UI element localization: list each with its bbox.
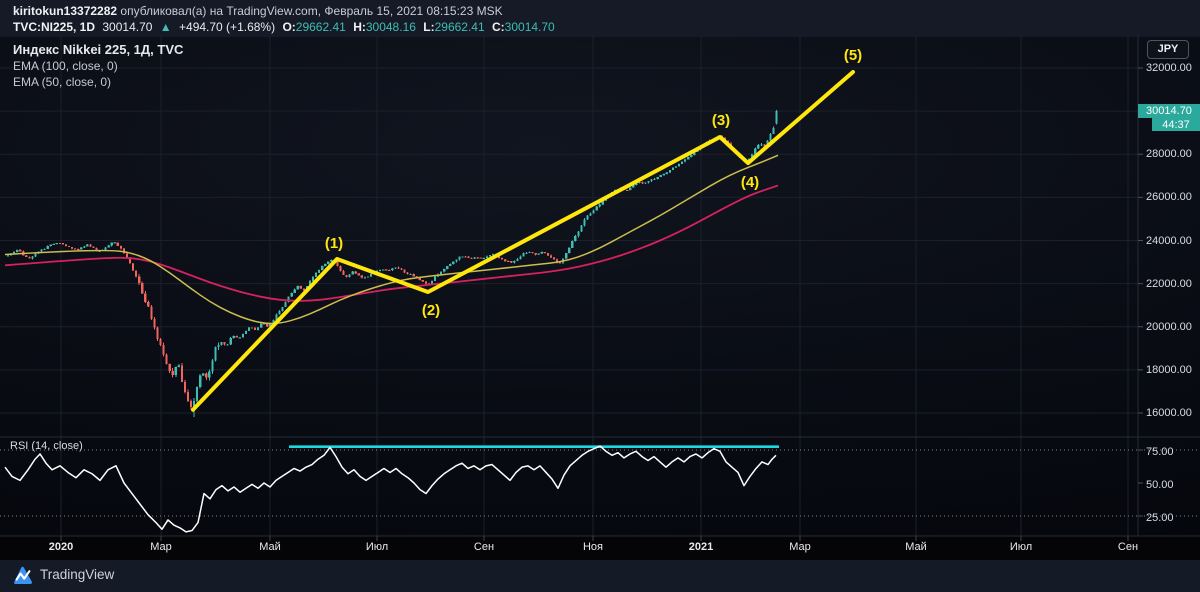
symbol-ohlc-line: TVC:NI225, 1D 30014.70 ▲ +494.70 (+1.68%… bbox=[13, 20, 559, 34]
legend-ema50[interactable]: EMA (50, close, 0) bbox=[13, 75, 112, 89]
price-axis-label: 26000.00 bbox=[1146, 191, 1192, 204]
publish-text: опубликовал(а) на TradingView.com, Февра… bbox=[117, 4, 503, 18]
high-value: 30048.16 bbox=[365, 20, 416, 34]
time-axis-label: Май bbox=[905, 541, 927, 553]
rsi-axis-label: 50.00 bbox=[1146, 479, 1174, 491]
price-axis-label: 18000.00 bbox=[1146, 363, 1192, 376]
time-axis-label: Сен bbox=[1117, 541, 1139, 553]
currency-toggle-button[interactable]: JPY bbox=[1147, 40, 1189, 59]
price-axis-label: 32000.00 bbox=[1146, 62, 1192, 74]
time-axis[interactable] bbox=[0, 536, 1200, 560]
tradingview-logo-icon[interactable] bbox=[11, 564, 35, 588]
time-axis-label: 2021 bbox=[688, 541, 714, 553]
time-axis-label: 2020 bbox=[48, 541, 74, 553]
rsi-axis-label: 75.00 bbox=[1146, 446, 1174, 458]
time-axis-label: Ноя bbox=[582, 541, 604, 553]
last-price-tag: 30014.70 bbox=[1138, 103, 1200, 118]
tradingview-brand[interactable]: TradingView bbox=[40, 567, 115, 582]
publish-line: kiritokun13372282 опубликовал(а) на Trad… bbox=[13, 4, 503, 18]
up-arrow-icon: ▲ bbox=[159, 20, 172, 34]
close-value: 30014.70 bbox=[504, 20, 555, 34]
time-axis-label: Май bbox=[259, 541, 281, 553]
rsi-pane[interactable] bbox=[0, 437, 1138, 536]
publish-header: kiritokun13372282 опубликовал(а) на Trad… bbox=[0, 0, 1200, 36]
symbol-label: TVC:NI225, 1D bbox=[13, 20, 96, 34]
close-label: C: bbox=[492, 20, 505, 34]
price-axis-label: 22000.00 bbox=[1146, 277, 1192, 290]
rsi-axis-label: 25.00 bbox=[1146, 512, 1174, 524]
author-link[interactable]: kiritokun13372282 bbox=[13, 4, 118, 18]
price-change: +494.70 (+1.68%) bbox=[179, 20, 276, 34]
time-axis-label: Мар bbox=[789, 541, 811, 553]
time-axis-label: Июл bbox=[1009, 541, 1033, 553]
low-label: L: bbox=[423, 20, 435, 34]
high-label: H: bbox=[353, 20, 366, 34]
footer-bar: TradingView bbox=[0, 560, 1200, 592]
time-axis-label: Мар bbox=[150, 541, 172, 553]
chart-legend: Индекс Nikkei 225, 1Д, TVC EMA (100, clo… bbox=[13, 41, 183, 90]
legend-symbol-title[interactable]: Индекс Nikkei 225, 1Д, TVC bbox=[13, 42, 184, 57]
bar-countdown-tag: 44:37 bbox=[1152, 118, 1200, 132]
open-label: O: bbox=[282, 20, 296, 34]
legend-ema100[interactable]: EMA (100, close, 0) bbox=[13, 59, 118, 73]
price-axis-label: 24000.00 bbox=[1146, 234, 1192, 247]
time-axis-label: Июл bbox=[365, 541, 389, 553]
low-value: 29662.41 bbox=[434, 20, 485, 34]
time-axis-label: Сен bbox=[473, 541, 495, 553]
last-price: 30014.70 bbox=[102, 20, 153, 34]
price-axis-label: 28000.00 bbox=[1146, 148, 1192, 161]
open-value: 29662.41 bbox=[295, 20, 346, 34]
price-axis-label: 20000.00 bbox=[1146, 320, 1192, 333]
price-axis-label: 16000.00 bbox=[1146, 407, 1192, 419]
rsi-indicator-label[interactable]: RSI (14, close) bbox=[10, 440, 83, 452]
